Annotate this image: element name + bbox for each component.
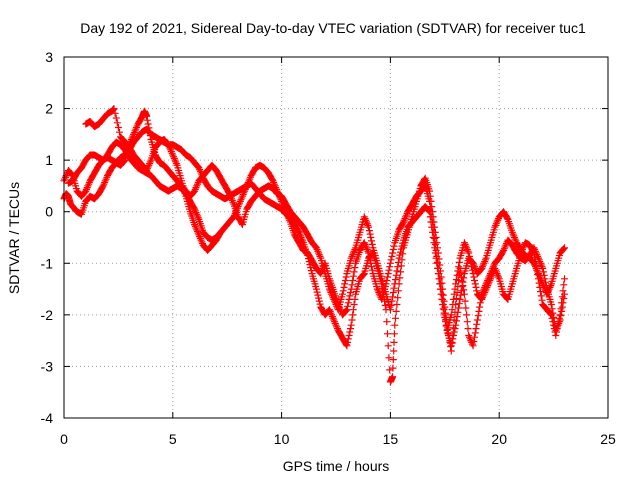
y-axis-label: SDTVAR / TECUs — [6, 182, 22, 294]
chart-title: Day 192 of 2021, Sidereal Day-to-day VTE… — [80, 20, 586, 36]
series-trace-b-markers — [64, 138, 568, 350]
y-tick-label-4: 0 — [45, 204, 53, 220]
y-tick-label-1: -3 — [41, 358, 54, 374]
x-tick-label-3: 15 — [383, 431, 399, 447]
x-tick-label-2: 10 — [274, 431, 290, 447]
y-tick-label-3: -1 — [41, 255, 54, 271]
x-tick-label-0: 0 — [60, 431, 68, 447]
grid-lines — [64, 57, 608, 418]
x-tick-label-5: 25 — [600, 431, 616, 447]
data-marks — [60, 105, 568, 386]
x-tick-label-1: 5 — [169, 431, 177, 447]
y-tick-label-6: 2 — [45, 101, 53, 117]
axis-ticks — [63, 56, 609, 419]
y-tick-label-0: -4 — [41, 410, 54, 426]
y-tick-label-7: 3 — [45, 49, 53, 65]
series-trace-b — [64, 138, 568, 350]
y-tick-label-5: 1 — [45, 152, 53, 168]
y-tick-label-2: -2 — [41, 307, 54, 323]
plot-frame — [63, 56, 609, 419]
x-axis-label: GPS time / hours — [283, 458, 390, 474]
x-tick-label-4: 20 — [491, 431, 507, 447]
tick-labels: 0 5 10 15 20 25 -4 -3 -2 -1 0 1 2 3 — [41, 49, 616, 447]
